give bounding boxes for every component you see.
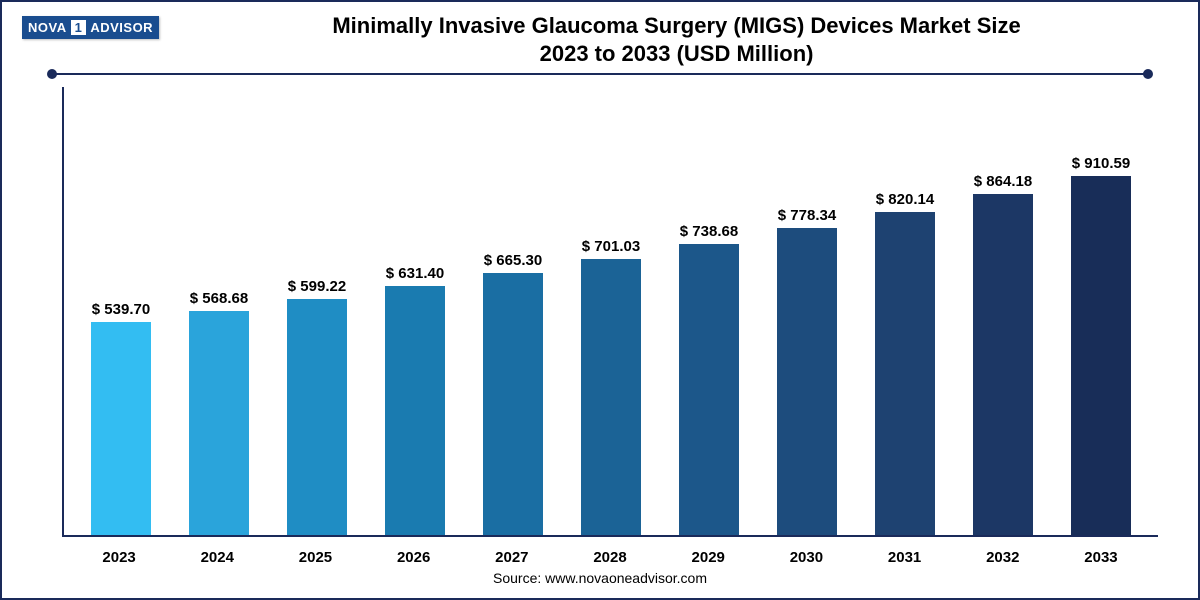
bar-rect [287,299,348,535]
bar-col-2023: $ 539.70 [72,87,170,535]
source-attribution: Source: www.novaoneadvisor.com [22,570,1178,586]
bar-rect [91,322,152,535]
bars-container: $ 539.70$ 568.68$ 599.22$ 631.40$ 665.30… [64,87,1158,535]
bar-col-2025: $ 599.22 [268,87,366,535]
x-axis-label: 2026 [365,549,463,566]
x-axis-label: 2025 [266,549,364,566]
logo-part1: NOVA [28,20,67,35]
bar-value-label: $ 864.18 [944,173,1062,190]
bar-rect [973,194,1034,535]
x-axis-label: 2029 [659,549,757,566]
bar-col-2032: $ 864.18 [954,87,1052,535]
bar-value-label: $ 820.14 [846,191,964,208]
bar-rect [777,228,838,535]
bar-value-label: $ 738.68 [650,223,768,240]
x-axis-labels: 2023202420252026202720282029203020312032… [22,541,1178,566]
x-axis-label: 2027 [463,549,561,566]
title-divider [52,73,1148,75]
x-axis-label: 2030 [757,549,855,566]
bar-rect [483,273,544,535]
bar-rect [385,286,446,535]
chart-frame: NOVA 1 ADVISOR Minimally Invasive Glauco… [0,0,1200,600]
logo-part2: ADVISOR [90,20,153,35]
x-axis-label: 2024 [168,549,266,566]
bar-col-2030: $ 778.34 [758,87,856,535]
bar-rect [1071,176,1132,535]
x-axis-label: 2033 [1052,549,1150,566]
bar-rect [189,311,250,535]
chart-title-line1: Minimally Invasive Glaucoma Surgery (MIG… [175,12,1178,40]
title-container: Minimally Invasive Glaucoma Surgery (MIG… [175,10,1178,67]
bar-value-label: $ 701.03 [552,238,670,255]
bar-col-2033: $ 910.59 [1052,87,1150,535]
x-axis-label: 2028 [561,549,659,566]
bar-value-label: $ 910.59 [1042,155,1160,172]
bar-col-2027: $ 665.30 [464,87,562,535]
header-row: NOVA 1 ADVISOR Minimally Invasive Glauco… [22,10,1178,67]
bar-col-2031: $ 820.14 [856,87,954,535]
bar-col-2024: $ 568.68 [170,87,268,535]
bar-rect [581,259,642,535]
bar-col-2029: $ 738.68 [660,87,758,535]
bar-col-2026: $ 631.40 [366,87,464,535]
bar-col-2028: $ 701.03 [562,87,660,535]
x-axis-label: 2023 [70,549,168,566]
bar-rect [679,244,740,535]
chart-title-line2: 2023 to 2033 (USD Million) [175,40,1178,68]
bar-rect [875,212,936,535]
brand-logo: NOVA 1 ADVISOR [22,16,159,39]
bar-value-label: $ 778.34 [748,207,866,224]
x-axis-label: 2031 [856,549,954,566]
logo-box: 1 [71,20,87,35]
x-axis-label: 2032 [954,549,1052,566]
bar-chart: $ 539.70$ 568.68$ 599.22$ 631.40$ 665.30… [62,87,1158,537]
